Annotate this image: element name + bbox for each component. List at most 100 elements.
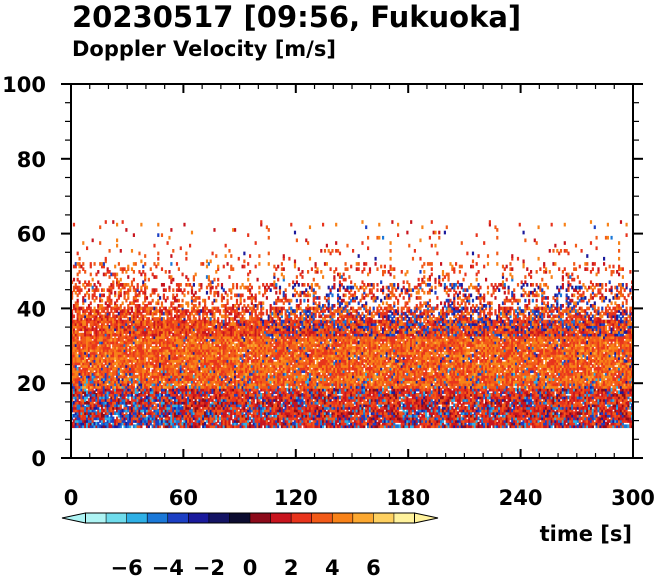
heatmap-cell xyxy=(183,364,186,368)
heatmap-cell xyxy=(138,356,141,360)
heatmap-cell xyxy=(112,416,115,421)
heatmap-cell xyxy=(159,408,162,413)
heatmap-cell xyxy=(155,374,158,379)
heatmap-cell xyxy=(249,270,252,274)
heatmap-cell xyxy=(76,324,79,329)
heatmap-cell xyxy=(164,387,167,392)
heatmap-cell xyxy=(144,351,147,355)
heatmap-cell xyxy=(183,322,186,326)
heatmap-cell xyxy=(265,343,268,347)
heatmap-cell xyxy=(247,400,250,405)
heatmap-cell xyxy=(80,322,83,326)
heatmap-cell xyxy=(84,379,87,384)
heatmap-cell xyxy=(145,411,149,415)
heatmap-cell xyxy=(170,424,173,429)
heatmap-cell xyxy=(138,332,141,337)
heatmap-cell xyxy=(200,403,203,408)
heatmap-cell xyxy=(72,382,76,387)
heatmap-cell xyxy=(132,390,135,395)
heatmap-cell xyxy=(172,379,175,384)
heatmap-cell xyxy=(217,424,220,429)
heatmap-cell xyxy=(207,322,210,326)
heatmap-cell xyxy=(144,327,147,332)
heatmap-cell xyxy=(254,356,257,360)
heatmap-cell xyxy=(101,382,104,387)
heatmap-cell xyxy=(127,317,130,321)
heatmap-cell xyxy=(162,327,165,332)
heatmap-cell xyxy=(235,293,239,298)
heatmap-cell xyxy=(125,348,128,353)
heatmap-cell xyxy=(249,411,252,415)
heatmap-cell xyxy=(170,372,173,376)
heatmap-cell xyxy=(179,408,182,413)
heatmap-cell xyxy=(205,372,209,376)
heatmap-cell xyxy=(222,372,225,376)
heatmap-cell xyxy=(245,398,248,402)
heatmap-cell xyxy=(112,280,115,285)
heatmap-cell xyxy=(250,406,253,410)
heatmap-cell xyxy=(205,340,209,345)
heatmap-cell xyxy=(93,361,96,366)
heatmap-cell xyxy=(189,369,192,374)
heatmap-cell xyxy=(157,233,160,237)
heatmap-cell xyxy=(232,398,235,402)
heatmap-cell xyxy=(204,311,207,316)
heatmap-cell xyxy=(220,319,224,324)
heatmap-cell xyxy=(114,400,117,405)
heatmap-cell xyxy=(232,403,235,408)
heatmap-cell xyxy=(245,411,248,415)
heatmap-cell xyxy=(106,296,109,300)
heatmap-cell xyxy=(183,390,186,395)
heatmap-cell xyxy=(89,424,92,429)
heatmap-cell xyxy=(91,340,94,345)
heatmap-cell xyxy=(241,393,244,397)
heatmap-cell xyxy=(104,314,107,319)
heatmap-cell xyxy=(151,322,154,326)
heatmap-cell xyxy=(138,293,141,298)
heatmap-cell xyxy=(239,364,242,368)
heatmap-cell xyxy=(243,364,246,368)
heatmap-cell xyxy=(271,419,274,423)
heatmap-cell xyxy=(84,400,87,405)
heatmap-cell xyxy=(179,353,182,358)
heatmap-cell xyxy=(74,400,77,405)
heatmap-cell xyxy=(140,395,143,400)
heatmap-cell xyxy=(132,277,135,282)
heatmap-cell xyxy=(121,398,124,402)
heatmap-cell xyxy=(127,264,130,269)
heatmap-cell xyxy=(78,403,81,408)
heatmap-cell xyxy=(142,372,145,376)
heatmap-cell xyxy=(213,359,216,363)
heatmap-cell xyxy=(112,353,115,358)
heatmap-cell xyxy=(241,306,244,311)
heatmap-cell xyxy=(119,387,122,392)
heatmap-cell xyxy=(175,340,179,345)
heatmap-cell xyxy=(168,390,171,395)
heatmap-cell xyxy=(265,340,268,345)
heatmap-cell xyxy=(86,290,89,295)
heatmap-cell xyxy=(160,421,164,426)
heatmap-cell xyxy=(269,411,272,415)
heatmap-cell xyxy=(241,319,244,324)
heatmap-cell xyxy=(136,421,139,426)
heatmap-cell xyxy=(177,406,180,410)
heatmap-cell xyxy=(144,332,147,337)
heatmap-cell xyxy=(181,406,184,410)
heatmap-cell xyxy=(140,411,143,415)
heatmap-cell xyxy=(215,379,218,384)
heatmap-cell xyxy=(258,366,261,371)
heatmap-cell xyxy=(175,361,179,366)
heatmap-cell xyxy=(249,311,252,316)
heatmap-cell xyxy=(220,348,224,353)
heatmap-cell xyxy=(247,393,250,397)
heatmap-cell xyxy=(267,403,270,408)
heatmap-cell xyxy=(159,372,162,376)
heatmap-cell xyxy=(192,322,195,326)
heatmap-cell xyxy=(149,382,152,387)
heatmap-cell xyxy=(127,369,130,374)
heatmap-cell xyxy=(151,306,154,311)
heatmap-cell xyxy=(267,387,270,392)
heatmap-cell xyxy=(159,403,162,408)
heatmap-cell xyxy=(224,340,227,345)
heatmap-cell xyxy=(138,382,141,387)
